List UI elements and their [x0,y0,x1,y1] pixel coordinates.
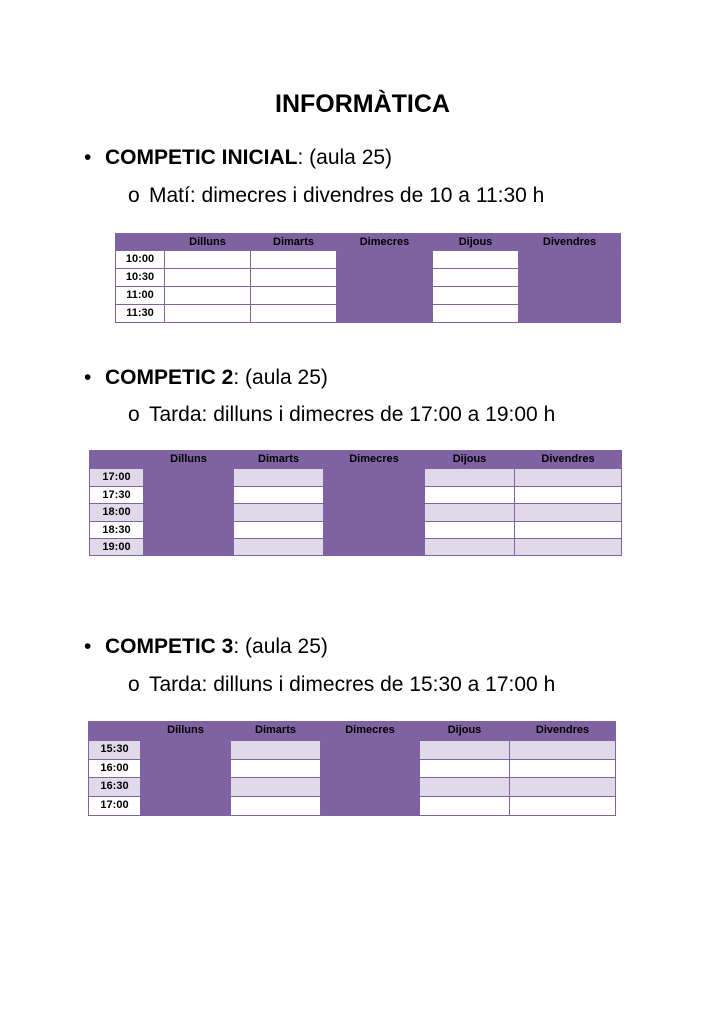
schedule-cell [514,503,622,522]
schedule-cell [230,777,321,797]
header-corner [88,721,141,741]
time-label: 11:00 [115,286,165,305]
busy-block [143,468,234,556]
busy-block [518,250,621,323]
day-header: Dijous [424,450,515,469]
time-label: 15:30 [88,740,141,760]
schedule-cell [514,520,622,539]
schedule-cell [164,286,251,305]
schedule-cell [250,304,337,323]
heading-rest: : (aula 25) [297,146,393,169]
heading: COMPETIC INICIAL: (aula 25) [105,146,392,170]
header-corner [115,233,165,251]
day-header: Dilluns [143,450,234,469]
heading-bold: COMPETIC INICIAL [105,146,298,169]
schedule-cell [233,468,324,487]
busy-block [140,740,231,816]
day-header: Dimarts [250,233,337,251]
busy-block [336,250,433,323]
schedule-cell [233,485,324,504]
schedule-cell [424,468,515,487]
schedule-cell [250,268,337,287]
sub-bullet-marker: o [128,184,140,207]
time-label: 17:00 [89,468,144,487]
schedule-cell [424,538,515,556]
day-header: Dilluns [140,721,231,741]
day-header: Divendres [518,233,621,251]
time-label: 19:00 [89,538,144,556]
schedule-cell [419,796,510,816]
day-header: Dimecres [323,450,425,469]
title: INFORMÀTICA [275,90,450,118]
time-label: 17:00 [88,796,141,816]
heading-bold: COMPETIC 2 [105,366,234,389]
day-header: Dimecres [336,233,433,251]
sub-bullet-marker: o [128,673,140,696]
heading-bold: COMPETIC 3 [105,635,234,658]
sub-bullet-marker: o [128,403,140,426]
schedule-cell [419,740,510,760]
day-header: Divendres [514,450,622,469]
time-label: 16:30 [88,777,141,797]
time-label: 16:00 [88,759,141,778]
time-label: 18:30 [89,520,144,539]
day-header: Dilluns [164,233,251,251]
schedule-cell [233,503,324,522]
heading-rest: : (aula 25) [233,366,328,389]
sub-bullet: Matí: dimecres i divendres de 10 a 11:30… [149,184,545,207]
schedule-cell [514,485,622,504]
schedule-cell [432,250,519,269]
time-label: 17:30 [89,485,144,504]
sub-bullet: Tarda: dilluns i dimecres de 15:30 a 17:… [149,673,556,696]
time-label: 11:30 [115,304,165,323]
busy-block [320,740,420,816]
bullet: • [84,635,92,658]
schedule-cell [419,759,510,778]
schedule-cell [230,740,321,760]
schedule-cell [230,796,321,816]
schedule-cell [514,538,622,556]
schedule-cell [432,286,519,305]
schedule-cell [509,777,616,797]
time-label: 10:00 [115,250,165,269]
heading: COMPETIC 3: (aula 25) [105,635,328,659]
day-header: Divendres [509,721,616,741]
day-header: Dimecres [320,721,420,741]
schedule-cell [424,503,515,522]
header-corner [89,450,144,469]
schedule-cell [509,740,616,760]
bullet: • [84,146,92,169]
schedule-cell [424,520,515,539]
schedule-cell [509,759,616,778]
schedule-cell [164,268,251,287]
schedule-cell [233,538,324,556]
sub-bullet: Tarda: dilluns i dimecres de 17:00 a 19:… [149,403,556,426]
schedule-cell [514,468,622,487]
schedule-cell [230,759,321,778]
heading-rest: : (aula 25) [233,635,328,658]
schedule-cell [164,304,251,323]
schedule-cell [424,485,515,504]
time-label: 18:00 [89,503,144,522]
schedule-cell [432,268,519,287]
schedule-cell [233,520,324,539]
schedule-cell [509,796,616,816]
schedule-cell [250,250,337,269]
bullet: • [84,366,92,389]
heading: COMPETIC 2: (aula 25) [105,366,328,390]
schedule-cell [419,777,510,797]
time-label: 10:30 [115,268,165,287]
schedule-cell [432,304,519,323]
day-header: Dijous [432,233,519,251]
busy-block [323,468,425,556]
day-header: Dimarts [230,721,321,741]
day-header: Dimarts [233,450,324,469]
schedule-cell [250,286,337,305]
schedule-cell [164,250,251,269]
day-header: Dijous [419,721,510,741]
